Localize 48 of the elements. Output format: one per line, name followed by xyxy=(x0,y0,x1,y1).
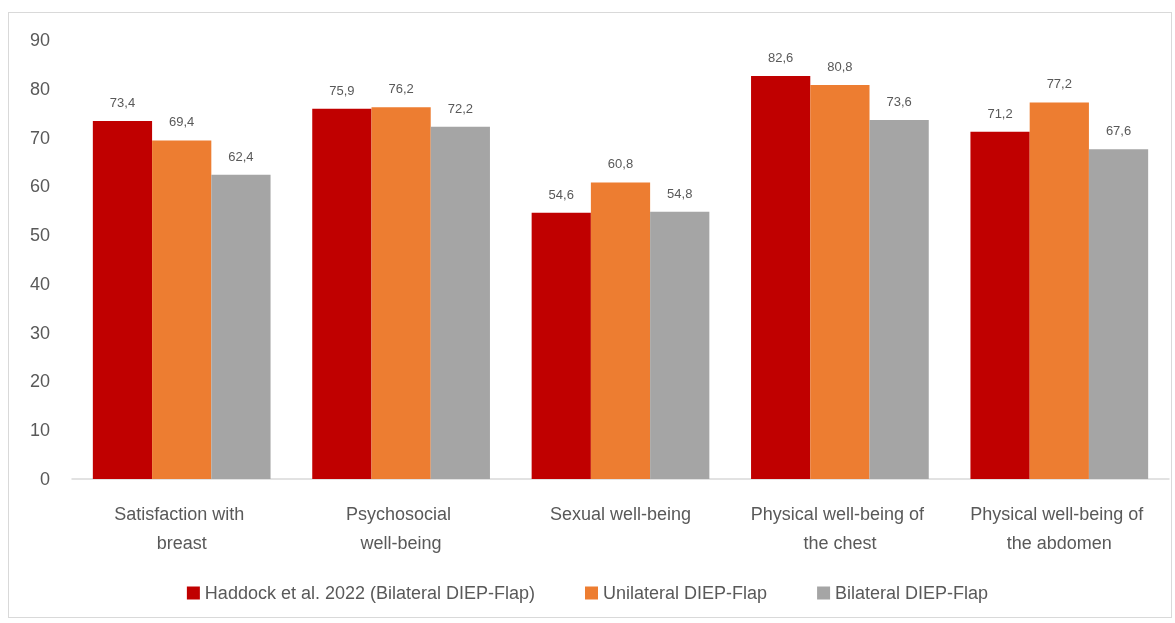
bar xyxy=(810,84,870,479)
data-label: 80,8 xyxy=(827,58,853,74)
bar xyxy=(590,182,651,479)
y-tick-label: 90 xyxy=(29,30,50,50)
data-label: 54,6 xyxy=(548,186,574,202)
y-tick-label: 40 xyxy=(29,273,50,294)
bar xyxy=(970,131,1030,479)
x-tick-label: Satisfaction with breast xyxy=(114,503,250,553)
y-tick-label: 50 xyxy=(29,225,50,246)
data-label: 73,4 xyxy=(109,94,136,110)
data-label: 71,2 xyxy=(987,105,1013,121)
bar xyxy=(1088,149,1149,479)
y-tick-label: 20 xyxy=(29,371,50,392)
bar xyxy=(92,120,153,479)
data-label: 67,6 xyxy=(1105,123,1132,139)
y-tick-label: 30 xyxy=(29,322,50,343)
legend-label: Bilateral DIEP-Flap xyxy=(835,583,989,603)
data-label: 60,8 xyxy=(607,156,634,172)
data-label: 75,9 xyxy=(329,82,355,98)
data-label: 54,8 xyxy=(667,185,693,201)
y-tick-label: 80 xyxy=(29,78,50,99)
x-tick-label: Physical well-being of the abdomen xyxy=(970,503,1149,553)
bar xyxy=(650,211,710,479)
legend-label: Haddock et al. 2022 (Bilateral DIEP-Flap) xyxy=(204,583,536,603)
x-tick-label: Sexual well-being xyxy=(549,503,692,524)
data-label: 72,2 xyxy=(447,100,473,116)
y-tick-label: 10 xyxy=(29,420,50,441)
bar xyxy=(869,120,929,479)
x-tick-label: Physical well-being of the chest xyxy=(750,503,929,553)
bar xyxy=(751,76,811,479)
data-label: 77,2 xyxy=(1046,76,1072,92)
bar xyxy=(1029,102,1089,479)
data-label: 82,6 xyxy=(768,50,794,66)
bar xyxy=(152,140,212,479)
bar xyxy=(312,108,372,479)
data-label: 73,6 xyxy=(886,94,912,109)
bar xyxy=(371,107,431,479)
data-label: 69,4 xyxy=(169,114,195,130)
legend-label: Unilateral DIEP-Flap xyxy=(603,583,768,603)
bar xyxy=(430,126,490,479)
data-label: 62,4 xyxy=(228,148,254,164)
y-tick-label: 0 xyxy=(39,469,50,489)
bar xyxy=(531,212,591,479)
data-label: 76,2 xyxy=(388,81,414,97)
x-tick-label: Psychosocial well-being xyxy=(346,503,457,553)
y-tick-label: 70 xyxy=(29,127,50,148)
bar xyxy=(211,174,271,479)
y-tick-label: 60 xyxy=(29,176,50,197)
